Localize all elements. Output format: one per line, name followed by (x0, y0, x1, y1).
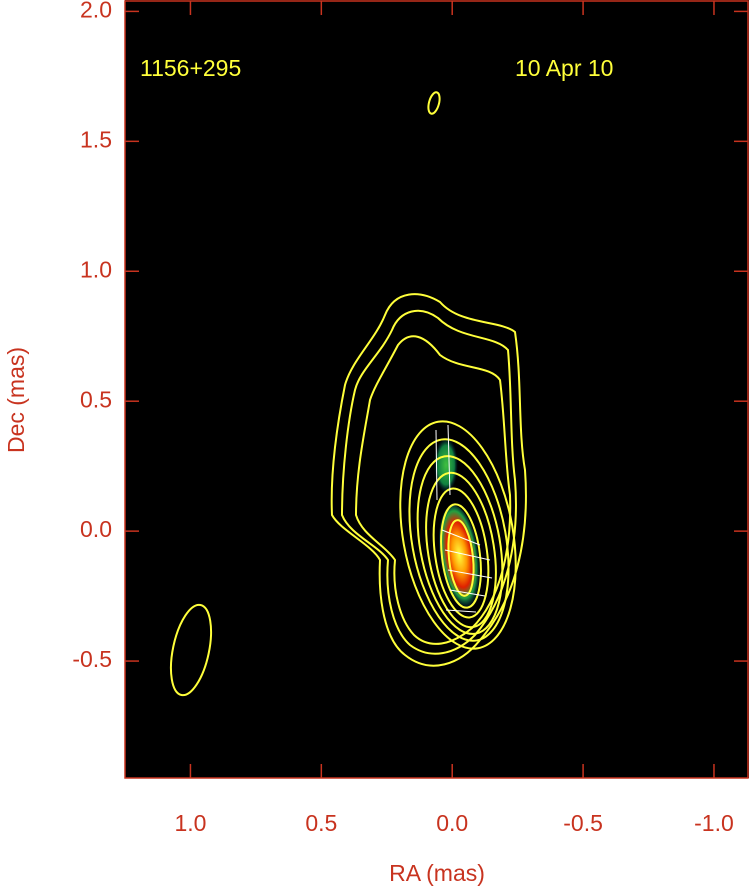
y-tick-label: 1.0 (80, 256, 112, 282)
x-tick-label: 0.5 (305, 810, 337, 836)
y-tick-label: 0.5 (80, 386, 112, 412)
y-tick-label: 1.5 (80, 126, 112, 152)
x-tick-label: 1.0 (174, 810, 206, 836)
source-name: 1156+295 (140, 55, 241, 81)
x-tick-label: -1.0 (694, 810, 734, 836)
y-tick-label: -0.5 (72, 646, 112, 672)
beam (169, 603, 213, 697)
y-tick-label: 2.0 (80, 0, 112, 22)
polarization-ticks (435, 424, 493, 613)
contours (330, 91, 527, 667)
plot-area (125, 0, 749, 778)
y-tick-label: 0.0 (80, 516, 112, 542)
x-axis-label: RA (mas) (389, 860, 485, 886)
frame (124, 0, 749, 779)
x-tick-label: 0.0 (436, 810, 468, 836)
y-axis-label: Dec (mas) (3, 347, 29, 453)
epoch: 10 Apr 10 (515, 55, 613, 81)
x-tick-label: -0.5 (563, 810, 603, 836)
